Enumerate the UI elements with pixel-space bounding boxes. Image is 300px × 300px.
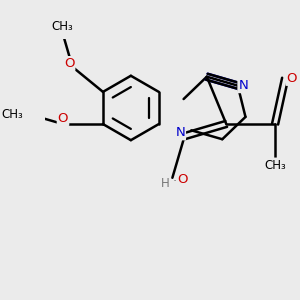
Text: ·: · (172, 175, 177, 188)
Text: H: H (161, 177, 170, 190)
Text: CH₃: CH₃ (1, 108, 23, 121)
Text: CH₃: CH₃ (264, 158, 286, 172)
Text: O: O (286, 72, 297, 85)
Text: O: O (177, 173, 188, 187)
Text: O: O (64, 57, 74, 70)
Text: N: N (238, 79, 248, 92)
Text: N: N (175, 126, 185, 139)
Text: O: O (58, 112, 68, 125)
Text: CH₃: CH₃ (52, 20, 73, 33)
